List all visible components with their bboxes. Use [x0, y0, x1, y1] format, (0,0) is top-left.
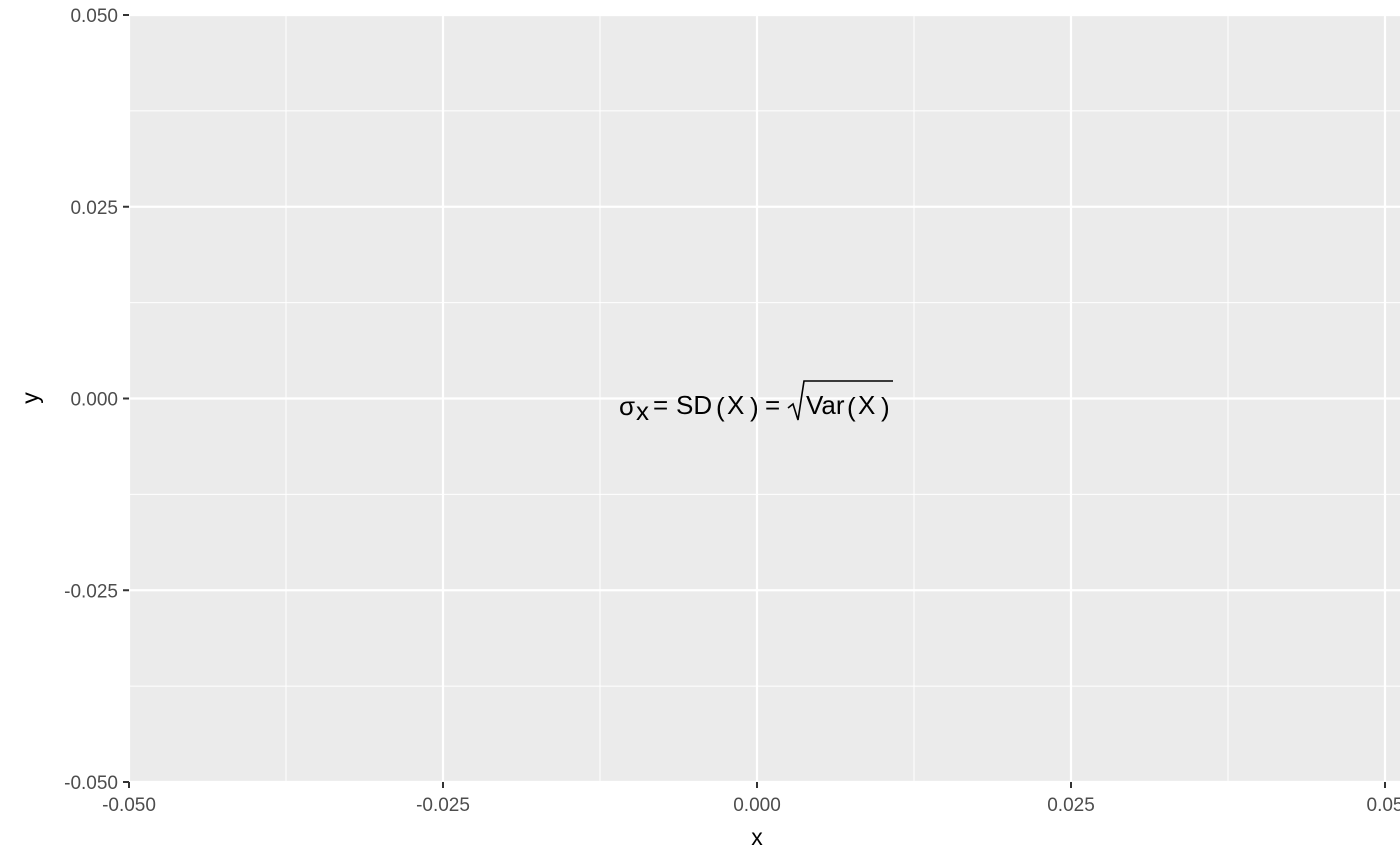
y-tick-label: 0.050 — [70, 6, 118, 27]
axis-ticks — [123, 14, 1386, 788]
left-paren-2: ( — [847, 392, 856, 422]
random-variable-1: X — [727, 390, 744, 420]
left-paren-1: ( — [716, 392, 725, 422]
x-tick-label: -0.025 — [416, 795, 470, 816]
x-axis-title: x — [751, 824, 763, 850]
major-gridlines — [127, 13, 1400, 784]
sd-function: SD — [676, 390, 712, 420]
x-axis-tick-labels: -0.050 -0.025 0.000 0.025 0.05 — [102, 795, 1400, 816]
x-tick-label: 0.000 — [733, 795, 781, 816]
sigma-symbol: σ — [619, 391, 635, 421]
random-variable-2: X — [858, 390, 875, 420]
x-tick-label: -0.050 — [102, 795, 156, 816]
y-axis-title: y — [17, 392, 43, 404]
formula-annotation: σ x = SD ( X ) = Var ( X ) — [619, 380, 893, 426]
y-tick-label: -0.025 — [64, 581, 118, 602]
right-paren-2: ) — [881, 392, 890, 422]
y-axis-tick-labels: -0.050 -0.025 0.000 0.025 0.050 — [64, 6, 118, 794]
y-tick-label: 0.025 — [70, 198, 118, 219]
sqrt-radical — [787, 380, 893, 421]
y-tick-label: 0.000 — [70, 390, 118, 411]
right-paren-1: ) — [750, 392, 759, 422]
equals-sign-1: = — [653, 390, 668, 420]
equals-sign-2: = — [765, 390, 780, 420]
var-function: Var — [806, 390, 845, 420]
x-tick-label: 0.025 — [1047, 795, 1095, 816]
x-tick-label: 0.05 — [1367, 795, 1400, 816]
y-tick-label: -0.050 — [64, 773, 118, 794]
sigma-subscript: x — [636, 396, 649, 426]
